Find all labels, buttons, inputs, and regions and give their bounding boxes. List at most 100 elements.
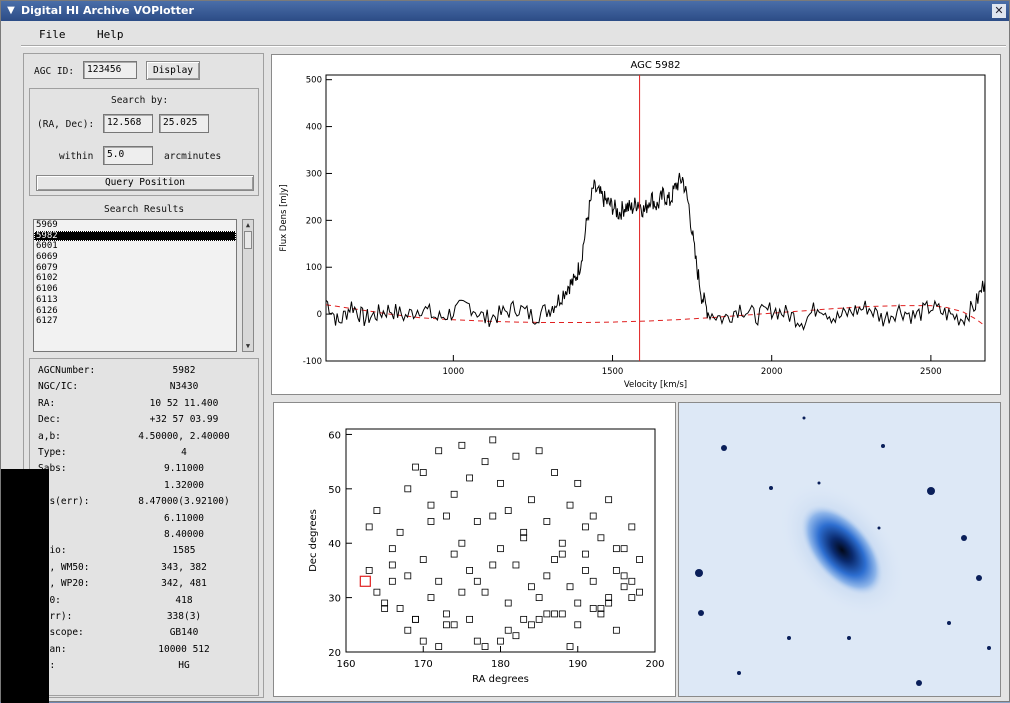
info-row: Chan: 10000 512 xyxy=(38,644,258,658)
scatter-point xyxy=(450,621,458,629)
info-value: +32 57 03.99 xyxy=(149,414,219,426)
query-position-button[interactable]: Query Position xyxy=(36,175,254,191)
info-value: 10000 512 xyxy=(158,643,210,655)
list-item[interactable]: 6079 xyxy=(36,262,58,273)
info-value: 8.47000(3.92100) xyxy=(138,496,230,508)
info-value: 5982 xyxy=(172,365,196,376)
scatter-point xyxy=(381,599,389,607)
list-item[interactable]: 6069 xyxy=(36,252,58,263)
scatter-point xyxy=(620,572,628,580)
scatter-point xyxy=(497,545,504,553)
star xyxy=(987,646,991,650)
scatter-point xyxy=(412,463,419,471)
scatter-point xyxy=(435,447,443,455)
list-item[interactable]: 6102 xyxy=(36,273,58,284)
scatter-point xyxy=(527,621,535,629)
info-key: a,b: xyxy=(38,430,61,442)
info-row: de:HG xyxy=(38,660,258,674)
scatter-point xyxy=(574,599,582,607)
scatter-point xyxy=(481,588,489,596)
dec-input[interactable]: 25.025 xyxy=(159,114,209,133)
scatter-point xyxy=(365,567,373,574)
info-row: RA: 10 52 11.400 xyxy=(38,398,258,412)
within-input[interactable]: 5.0 xyxy=(103,146,153,165)
scatter-point xyxy=(628,577,636,585)
sky-scatter-chart: 160 170 180 190 200 20 30 40 50 60 RA degrees Dec d… xyxy=(308,428,665,685)
list-item[interactable]: 5982 xyxy=(34,230,236,242)
y-tick-label: 30 xyxy=(328,594,341,605)
ra-input[interactable]: 12.568 xyxy=(103,114,153,133)
info-key: RA: xyxy=(38,397,56,409)
scatter-point xyxy=(504,507,512,514)
x-tick-label: 1500 xyxy=(602,367,624,377)
occluding-overlay xyxy=(1,469,49,703)
scatter-point xyxy=(388,545,396,553)
scatter-point xyxy=(582,523,589,531)
scatter-point xyxy=(388,561,396,569)
x-tick-label: 1000 xyxy=(443,367,465,377)
scatter-point xyxy=(412,615,419,623)
scatter-point xyxy=(574,479,582,487)
scatter-point xyxy=(589,512,597,520)
menu-file[interactable]: File xyxy=(39,28,66,41)
agc-id-input[interactable]: 123456 xyxy=(83,61,137,79)
scatter-point xyxy=(636,556,643,563)
info-row: Type: 4 xyxy=(38,447,258,461)
scatter-point xyxy=(365,523,373,531)
y-tick-label: 300 xyxy=(306,169,322,179)
window-menu-icon[interactable]: ▼ xyxy=(7,5,15,16)
y-tick-label: 200 xyxy=(306,216,322,226)
scatter-point xyxy=(489,512,497,520)
scatter-point xyxy=(481,643,489,650)
scatter-point xyxy=(551,556,558,563)
search-results-list[interactable]: 5969 5982 6001 6069 6079 6102 6106 6113 6126 6127 xyxy=(33,219,237,352)
list-item[interactable]: 6127 xyxy=(36,316,58,327)
menu-help[interactable]: Help xyxy=(97,28,124,41)
list-item[interactable]: 6126 xyxy=(36,305,58,316)
scatter-point xyxy=(527,583,535,591)
scatter-point xyxy=(551,610,558,618)
star xyxy=(961,535,967,541)
list-item[interactable]: 6113 xyxy=(36,294,58,305)
close-icon[interactable]: ✕ xyxy=(992,4,1006,18)
star xyxy=(787,636,791,640)
scatter-point xyxy=(381,605,389,612)
star xyxy=(802,416,806,420)
scatter-point xyxy=(443,621,450,629)
scatter-point xyxy=(605,599,613,607)
scatter-point xyxy=(404,626,412,634)
scatter-point xyxy=(497,479,504,487)
info-row: elio: 1585 xyxy=(38,545,258,559)
scatter-point xyxy=(520,528,528,536)
scatter-point xyxy=(489,436,497,444)
scatter-point xyxy=(543,610,551,618)
scatter-point xyxy=(435,577,443,585)
scatter-point xyxy=(458,588,466,596)
info-value: 9.11000 xyxy=(163,463,205,475)
scroll-thumb[interactable] xyxy=(244,231,252,249)
info-key: AGCNumber: xyxy=(38,365,96,376)
results-scrollbar[interactable]: ▲ ▼ xyxy=(242,219,254,352)
scroll-down-icon[interactable]: ▼ xyxy=(245,342,251,350)
radec-label: (RA, Dec): xyxy=(37,119,95,130)
galaxy-image xyxy=(678,402,1001,697)
scatter-point xyxy=(404,572,412,580)
display-button[interactable]: Display xyxy=(146,61,200,80)
list-item[interactable]: 6106 xyxy=(36,284,58,295)
list-item[interactable]: 6001 xyxy=(36,241,58,252)
scatter-point xyxy=(535,447,543,455)
info-row: lescope: GB140 xyxy=(38,627,258,641)
scatter-point xyxy=(582,567,589,574)
scatter-point xyxy=(388,577,396,585)
scatter-point xyxy=(543,518,551,525)
star xyxy=(695,569,703,577)
list-item[interactable]: 5969 xyxy=(36,220,58,230)
scatter-point xyxy=(566,501,574,509)
scatter-point xyxy=(605,496,613,504)
scatter-point xyxy=(527,496,535,504)
star xyxy=(927,487,935,495)
info-row: R:8.40000 xyxy=(38,529,258,543)
star xyxy=(721,445,727,451)
scatter-point xyxy=(396,528,404,536)
scroll-up-icon[interactable]: ▲ xyxy=(245,221,251,229)
